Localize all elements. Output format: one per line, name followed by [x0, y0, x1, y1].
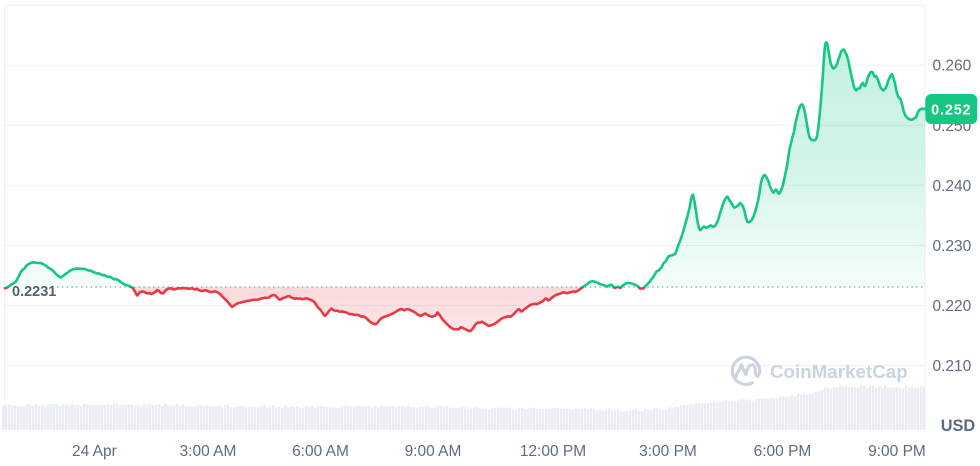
svg-text:12:00 PM: 12:00 PM [520, 443, 586, 460]
svg-text:9:00 PM: 9:00 PM [868, 443, 926, 460]
svg-text:USD: USD [941, 417, 976, 435]
svg-text:9:00 AM: 9:00 AM [405, 443, 462, 460]
svg-text:6:00 AM: 6:00 AM [292, 443, 349, 460]
svg-text:0.260: 0.260 [933, 58, 972, 75]
svg-text:3:00 PM: 3:00 PM [639, 443, 697, 460]
svg-text:0.220: 0.220 [933, 298, 972, 315]
svg-text:0.252: 0.252 [931, 102, 971, 118]
svg-text:0.2231: 0.2231 [12, 284, 56, 300]
svg-text:24 Apr: 24 Apr [72, 443, 117, 460]
svg-text:CoinMarketCap: CoinMarketCap [770, 361, 908, 382]
svg-text:0.240: 0.240 [933, 178, 972, 195]
svg-text:3:00 AM: 3:00 AM [180, 443, 237, 460]
svg-text:6:00 PM: 6:00 PM [754, 443, 812, 460]
svg-text:0.210: 0.210 [933, 358, 972, 375]
svg-text:0.230: 0.230 [933, 238, 972, 255]
